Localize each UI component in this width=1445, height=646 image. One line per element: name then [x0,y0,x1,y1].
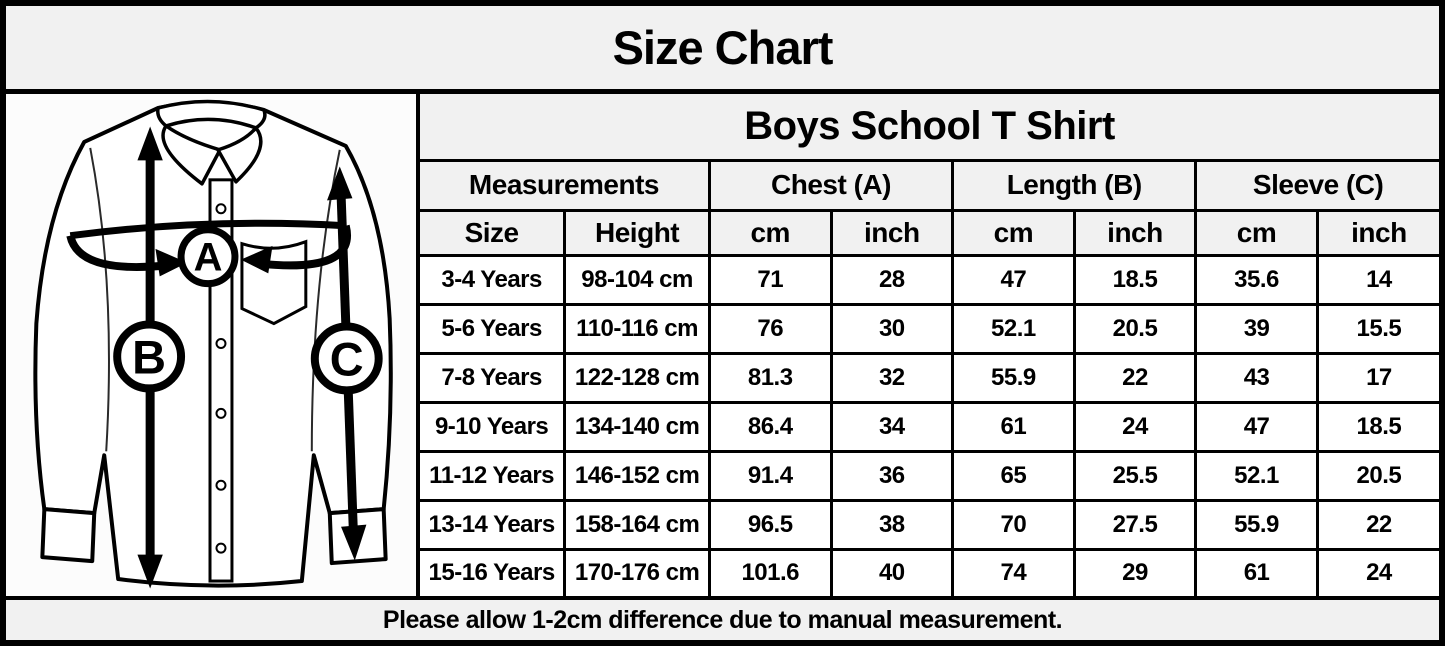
marker-a-label: A [194,236,223,280]
value-cell: 18.5 [1315,400,1441,453]
value-cell: 70 [951,498,1076,551]
chest-pocket [240,239,308,326]
table-row: 9-10 Years 134-140 cm 86.4 34 61 24 47 18.5 [418,400,1441,453]
value-cell: 28 [829,253,955,306]
product-title-row: Boys School T Shirt [418,92,1441,162]
value-cell: 61 [1194,547,1319,598]
value-cell: 38 [829,498,955,551]
value-cell: 32 [829,351,955,404]
value-cell: 101.6 [707,547,833,598]
value-cell: 39 [1194,302,1319,355]
table-row: 5-6 Years 110-116 cm 76 30 52.1 20.5 39 15.5 [418,302,1441,355]
value-cell: 96.5 [707,498,833,551]
size-cell: 5-6 Years [418,302,567,355]
value-cell: 34 [829,400,955,453]
value-cell: 17 [1315,351,1441,404]
size-table: Boys School T Shirt Measurements Chest (A… [418,92,1441,598]
table-row: 11-12 Years 146-152 cm 91.4 36 65 25.5 52.1 20.… [418,449,1441,502]
value-cell: 91.4 [707,449,833,502]
value-cell: 30 [829,302,955,355]
column-header-cell: inch [829,208,955,257]
group-header-cell: Sleeve (C) [1194,158,1441,212]
value-cell: 15.5 [1315,302,1441,355]
value-cell: 52.1 [951,302,1076,355]
value-cell: 29 [1072,547,1198,598]
column-header-cell: Size [418,208,567,257]
size-table-body: 3-4 Years 98-104 cm 71 28 47 18.5 35.6 14 5-6 Ye… [418,253,1441,598]
table-row: 15-16 Years 170-176 cm 101.6 40 74 29 61 24 [418,547,1441,598]
value-cell: 158-164 cm [563,498,711,551]
size-cell: 13-14 Years [418,498,567,551]
column-header-cell: inch [1072,208,1198,257]
size-table-panel: Boys School T Shirt Measurements Chest (A… [418,92,1441,598]
value-cell: 18.5 [1072,253,1198,306]
marker-b-label: B [132,331,166,383]
value-cell: 47 [1194,400,1319,453]
marker-b-circle: B [113,320,186,393]
column-header-cell: inch [1315,208,1441,257]
table-row: 13-14 Years 158-164 cm 96.5 38 70 27.5 55.9 22 [418,498,1441,551]
value-cell: 76 [707,302,833,355]
value-cell: 71 [707,253,833,306]
value-cell: 55.9 [1194,498,1319,551]
collar [156,99,267,186]
value-cell: 134-140 cm [563,400,711,453]
size-cell: 11-12 Years [418,449,567,502]
value-cell: 81.3 [707,351,833,404]
column-header-cell: cm [1194,208,1319,257]
value-cell: 74 [951,547,1076,598]
column-header-cell: cm [951,208,1076,257]
group-header-row: Measurements Chest (A) Length (B) Sleeve (C… [418,158,1441,212]
value-cell: 86.4 [707,400,833,453]
page-title: Size Chart [612,21,834,74]
shirt-diagram-panel: A B C [6,94,420,596]
value-cell: 24 [1072,400,1198,453]
left-cuff [40,507,97,564]
table-row: 3-4 Years 98-104 cm 71 28 47 18.5 35.6 14 [418,253,1441,306]
value-cell: 43 [1194,351,1319,404]
value-cell: 20.5 [1315,449,1441,502]
value-cell: 55.9 [951,351,1076,404]
value-cell: 14 [1315,253,1441,306]
value-cell: 22 [1315,498,1441,551]
value-cell: 98-104 cm [563,253,711,306]
value-cell: 36 [829,449,955,502]
value-cell: 25.5 [1072,449,1198,502]
group-header-cell: Measurements [418,158,711,212]
title-band: Size Chart [6,6,1439,94]
value-cell: 61 [951,400,1076,453]
value-cell: 146-152 cm [563,449,711,502]
value-cell: 52.1 [1194,449,1319,502]
marker-c-circle: C [310,322,383,395]
value-cell: 40 [829,547,955,598]
size-cell: 7-8 Years [418,351,567,404]
marker-c-label: C [330,333,364,385]
group-header-cell: Length (B) [951,158,1198,212]
value-cell: 22 [1072,351,1198,404]
shirt-line-drawing: A B C [33,99,393,589]
group-header-cell: Chest (A) [707,158,955,212]
product-title: Boys School T Shirt [418,92,1441,162]
size-cell: 15-16 Years [418,547,567,598]
value-cell: 65 [951,449,1076,502]
size-cell: 9-10 Years [418,400,567,453]
table-row: 7-8 Years 122-128 cm 81.3 32 55.9 22 43 17 [418,351,1441,404]
column-header-cell: cm [707,208,833,257]
size-cell: 3-4 Years [418,253,567,306]
column-header-cell: Height [563,208,711,257]
value-cell: 35.6 [1194,253,1319,306]
value-cell: 170-176 cm [563,547,711,598]
value-cell: 24 [1315,547,1441,598]
footer-note: Please allow 1-2cm difference due to man… [382,605,1063,634]
column-header-row: Size Height cm inch cm inch cm inch [418,208,1441,257]
value-cell: 47 [951,253,1076,306]
value-cell: 27.5 [1072,498,1198,551]
content-area: A B C [6,92,1441,598]
marker-a-circle: A [177,226,239,288]
footer-band: Please allow 1-2cm difference due to man… [6,596,1439,640]
value-cell: 110-116 cm [563,302,711,355]
value-cell: 122-128 cm [563,351,711,404]
value-cell: 20.5 [1072,302,1198,355]
